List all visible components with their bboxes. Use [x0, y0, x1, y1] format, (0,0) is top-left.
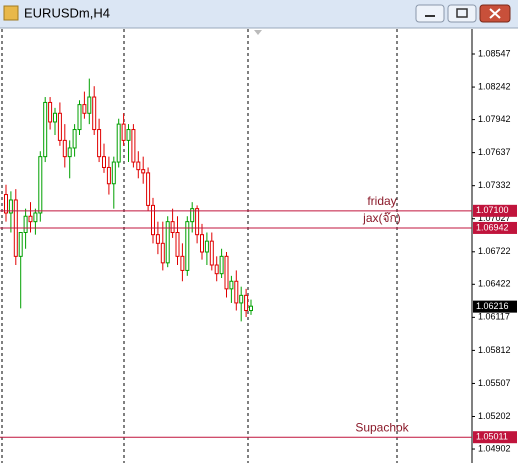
window-icon [3, 5, 19, 21]
level-price-label: 1.07100 [476, 205, 509, 215]
minimize-button[interactable] [415, 4, 445, 23]
candle-body [72, 129, 77, 149]
candle-body [146, 172, 151, 206]
y-tick-label: 1.07637 [478, 147, 511, 157]
window-buttons[interactable] [415, 4, 511, 23]
chart-title: EURUSDm,H4 [24, 5, 110, 20]
y-tick-label: 1.05812 [478, 345, 511, 355]
candle-body [28, 215, 33, 223]
chart-shift-marker[interactable] [254, 30, 262, 35]
candle-body [77, 104, 82, 131]
current-price-box [473, 300, 517, 313]
candle-body [214, 264, 219, 275]
candle-body [204, 240, 209, 253]
y-tick-label: 1.08547 [478, 48, 511, 58]
candle-body [244, 294, 249, 312]
candle-body [4, 194, 8, 214]
level-price-label: 1.05011 [476, 432, 508, 442]
candle-body [111, 161, 116, 185]
candle-body [190, 208, 195, 223]
candle-body [165, 221, 170, 264]
maximize-button[interactable] [447, 4, 477, 23]
candle-body [131, 129, 136, 163]
candle-body [116, 123, 121, 163]
candle-body [219, 255, 224, 275]
candle-body [229, 280, 234, 290]
y-tick-label: 1.07332 [478, 180, 511, 190]
candle-body [106, 166, 111, 185]
level-price-box [473, 431, 517, 444]
y-tick-label: 1.06722 [478, 246, 511, 256]
candle-body [82, 104, 87, 114]
candle-body [97, 129, 102, 158]
level-price-box [473, 221, 517, 234]
candle-body [38, 156, 43, 214]
maximize-icon [456, 8, 468, 18]
candle-body [121, 123, 126, 141]
candle-body [195, 208, 200, 236]
candle-body [87, 96, 92, 114]
level-name: friday [367, 194, 396, 208]
candle-body [48, 101, 53, 123]
candle-body [234, 280, 239, 304]
candle-body [53, 112, 57, 123]
candle-body [57, 112, 62, 141]
candle-body [92, 96, 97, 131]
candle-body [185, 221, 190, 271]
y-tick-label: 1.04902 [478, 443, 511, 453]
candle-body [8, 199, 13, 214]
candle-body [18, 231, 23, 257]
current-price-label: 1.06216 [476, 301, 509, 311]
candle-body [33, 212, 38, 223]
candle-body [170, 221, 175, 233]
candle-body [67, 147, 72, 158]
candle-body [175, 231, 180, 257]
candle-body [102, 156, 106, 168]
y-tick-label: 1.07027 [478, 213, 511, 223]
candle-body [136, 161, 141, 171]
y-tick-label: 1.06422 [478, 279, 511, 289]
y-tick-label: 1.06117 [478, 312, 510, 322]
y-tick-label: 1.05202 [478, 411, 511, 421]
candle-body [141, 169, 146, 174]
candle-body [43, 101, 48, 158]
candle-body [180, 255, 185, 271]
close-icon [489, 8, 501, 19]
candle-body [224, 255, 229, 290]
y-tick-label: 1.05507 [478, 378, 511, 388]
period-separators [1, 29, 398, 463]
level-price-label: 1.06942 [476, 222, 509, 232]
candle-body [62, 139, 67, 158]
y-tick-label: 1.07942 [478, 114, 511, 124]
level-name: Supachok [355, 420, 409, 434]
candle-body [155, 234, 160, 244]
level-price-box [473, 204, 517, 217]
candle-body [209, 240, 214, 266]
candle-body [239, 294, 244, 304]
candle-body [151, 204, 155, 236]
candle-body [249, 305, 253, 312]
y-tick-label: 1.08242 [478, 81, 511, 91]
candle-body [126, 129, 131, 141]
candle-body [160, 242, 165, 264]
level-name: jax(จ๊ก) [362, 211, 401, 225]
candle-body [23, 215, 28, 233]
candle-body [200, 234, 204, 253]
